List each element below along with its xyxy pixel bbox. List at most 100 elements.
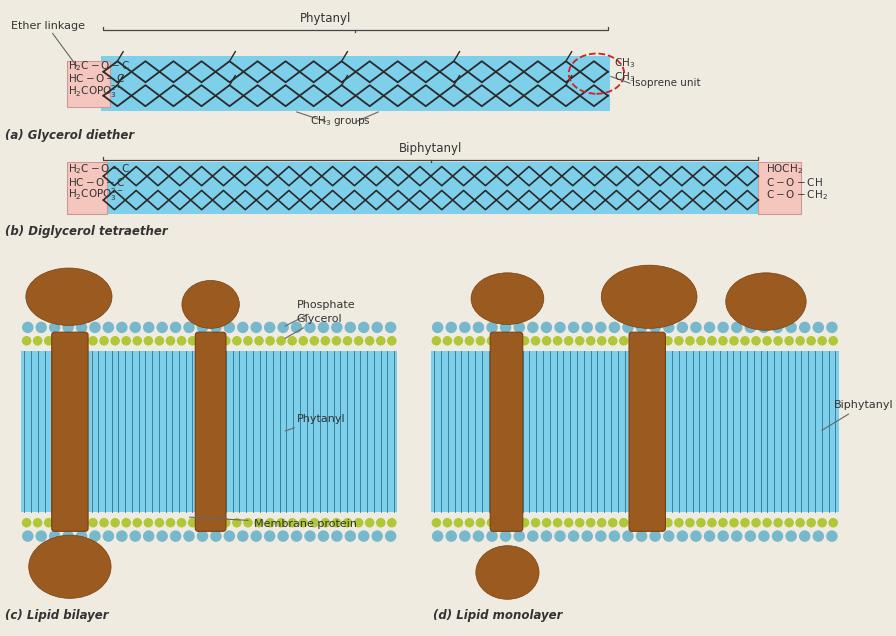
- Text: Phytanyl: Phytanyl: [300, 12, 351, 25]
- Circle shape: [372, 530, 383, 542]
- Circle shape: [718, 530, 729, 542]
- Circle shape: [90, 322, 100, 333]
- Ellipse shape: [39, 567, 76, 588]
- Circle shape: [177, 336, 186, 345]
- Text: Isoprene unit: Isoprene unit: [632, 78, 701, 88]
- Ellipse shape: [67, 295, 101, 312]
- Circle shape: [332, 530, 342, 542]
- Circle shape: [459, 530, 470, 542]
- Circle shape: [799, 322, 811, 333]
- Circle shape: [465, 336, 474, 345]
- Circle shape: [500, 530, 512, 542]
- Circle shape: [476, 336, 486, 345]
- Circle shape: [619, 518, 629, 527]
- Circle shape: [690, 530, 702, 542]
- Circle shape: [771, 530, 783, 542]
- Circle shape: [608, 518, 617, 527]
- Circle shape: [641, 336, 650, 345]
- Circle shape: [806, 336, 816, 345]
- Circle shape: [276, 336, 286, 345]
- Circle shape: [719, 518, 728, 527]
- Circle shape: [221, 336, 230, 345]
- Text: Phosphate: Phosphate: [285, 300, 356, 326]
- Circle shape: [513, 530, 525, 542]
- Circle shape: [540, 322, 552, 333]
- Circle shape: [354, 336, 364, 345]
- Circle shape: [575, 336, 584, 345]
- Circle shape: [184, 322, 194, 333]
- Circle shape: [575, 518, 584, 527]
- Circle shape: [813, 530, 824, 542]
- Circle shape: [116, 322, 127, 333]
- Circle shape: [309, 518, 319, 527]
- Circle shape: [288, 336, 297, 345]
- Circle shape: [387, 336, 397, 345]
- Circle shape: [170, 530, 181, 542]
- Circle shape: [497, 518, 507, 527]
- Text: $\mathregular{C-O-CH}$: $\mathregular{C-O-CH}$: [766, 176, 823, 188]
- Circle shape: [608, 322, 620, 333]
- Circle shape: [49, 530, 60, 542]
- Circle shape: [771, 322, 783, 333]
- FancyBboxPatch shape: [431, 351, 839, 512]
- Circle shape: [345, 322, 356, 333]
- Circle shape: [385, 530, 396, 542]
- Circle shape: [509, 518, 518, 527]
- Circle shape: [345, 530, 356, 542]
- Circle shape: [298, 336, 308, 345]
- Circle shape: [90, 530, 100, 542]
- Circle shape: [829, 518, 838, 527]
- Circle shape: [762, 518, 771, 527]
- Text: $\mathregular{C-O-CH_2}$: $\mathregular{C-O-CH_2}$: [766, 188, 828, 202]
- Circle shape: [622, 322, 633, 333]
- Circle shape: [650, 322, 661, 333]
- Circle shape: [530, 336, 540, 345]
- Circle shape: [77, 518, 87, 527]
- Circle shape: [358, 322, 369, 333]
- Ellipse shape: [613, 298, 657, 318]
- Circle shape: [663, 322, 675, 333]
- Circle shape: [595, 322, 607, 333]
- Circle shape: [718, 322, 729, 333]
- FancyBboxPatch shape: [67, 61, 110, 107]
- FancyBboxPatch shape: [101, 162, 760, 214]
- Circle shape: [685, 336, 694, 345]
- Circle shape: [372, 322, 383, 333]
- Circle shape: [685, 518, 694, 527]
- Circle shape: [650, 530, 661, 542]
- Circle shape: [44, 518, 54, 527]
- Circle shape: [784, 518, 794, 527]
- FancyBboxPatch shape: [101, 57, 610, 111]
- Circle shape: [103, 530, 114, 542]
- Circle shape: [595, 530, 607, 542]
- Circle shape: [784, 336, 794, 345]
- Text: Biphytanyl: Biphytanyl: [822, 400, 893, 431]
- Circle shape: [211, 530, 221, 542]
- Circle shape: [829, 336, 838, 345]
- Circle shape: [636, 530, 647, 542]
- Circle shape: [291, 322, 302, 333]
- Circle shape: [597, 518, 607, 527]
- Circle shape: [210, 336, 220, 345]
- Circle shape: [443, 518, 452, 527]
- Circle shape: [520, 518, 530, 527]
- Text: (d) Lipid monolayer: (d) Lipid monolayer: [433, 609, 562, 623]
- Circle shape: [197, 530, 208, 542]
- Circle shape: [49, 322, 60, 333]
- Text: (b) Diglycerol tetraether: (b) Diglycerol tetraether: [4, 225, 168, 237]
- Ellipse shape: [471, 273, 544, 324]
- Text: $\mathregular{CH_3}$: $\mathregular{CH_3}$: [614, 56, 635, 70]
- Circle shape: [376, 336, 385, 345]
- Circle shape: [619, 336, 629, 345]
- Circle shape: [555, 322, 565, 333]
- Circle shape: [243, 518, 253, 527]
- Circle shape: [278, 322, 289, 333]
- Circle shape: [432, 336, 441, 345]
- Text: (a) Glycerol diether: (a) Glycerol diether: [4, 128, 134, 142]
- Circle shape: [676, 322, 688, 333]
- Ellipse shape: [480, 300, 513, 316]
- Circle shape: [166, 336, 176, 345]
- Circle shape: [36, 322, 47, 333]
- Circle shape: [473, 322, 484, 333]
- Circle shape: [806, 518, 816, 527]
